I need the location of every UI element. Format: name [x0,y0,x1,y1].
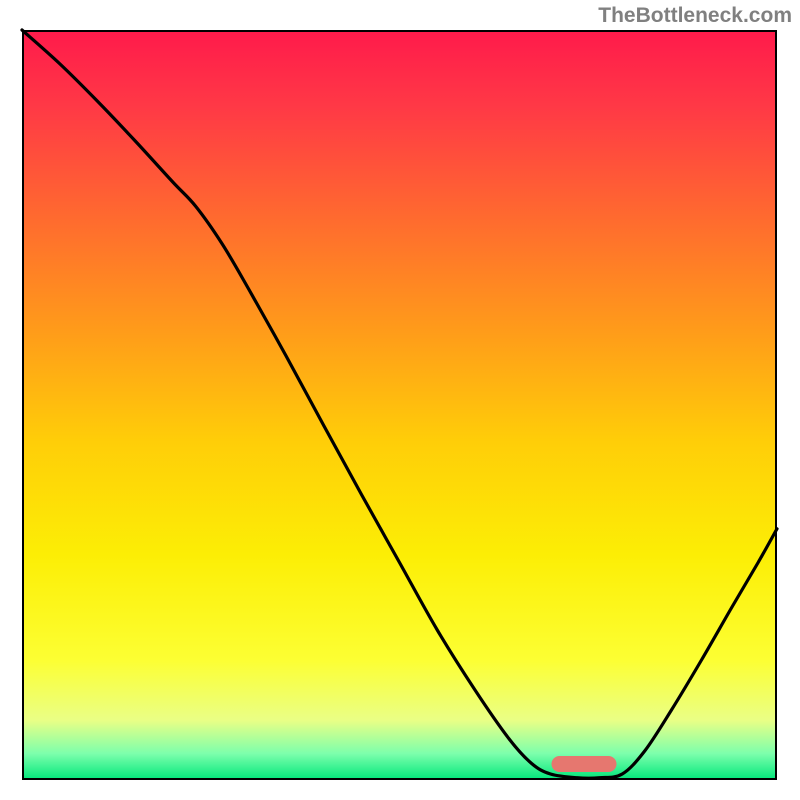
optimal-marker [552,756,617,772]
performance-curve [22,30,777,778]
figure-canvas: TheBottleneck.com [0,0,800,800]
plot-area [22,30,777,780]
curve-layer [22,30,777,780]
watermark-text: TheBottleneck.com [598,4,792,28]
